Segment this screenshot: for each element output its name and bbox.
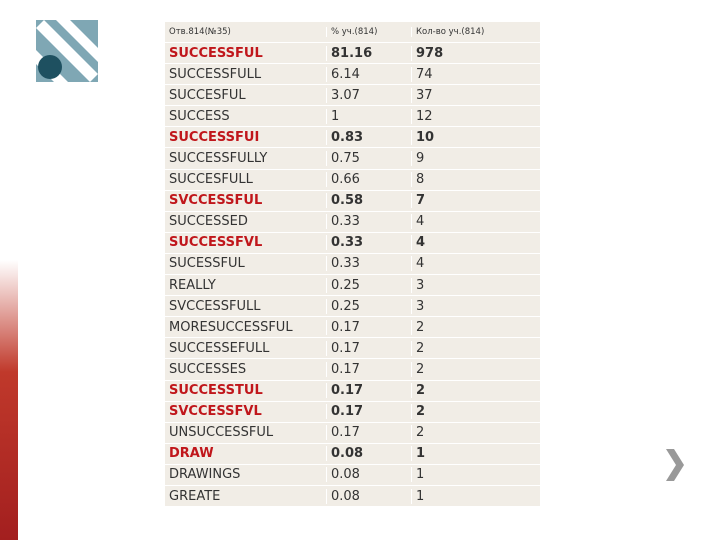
- cell: SUCCESSFUI: [165, 129, 327, 145]
- cell: 37: [416, 87, 433, 103]
- table-row: SVCCESSFVL 0.17 2: [165, 402, 540, 423]
- cell: SUCESSFUL: [165, 256, 327, 272]
- cell: SUCCESFUL: [165, 87, 327, 103]
- cell: 2: [416, 425, 425, 441]
- cell: 0.08: [327, 467, 412, 483]
- cell: 0.17: [327, 383, 412, 399]
- table-row: SVCCESSFUL 0.58 7: [165, 191, 540, 212]
- table-row: REALLY 0.25 3: [165, 275, 540, 297]
- cell: SUCCESSFUL: [165, 45, 327, 61]
- cell: 0.83: [327, 129, 412, 145]
- table-row: SVCCESSFULL 0.25 3: [165, 296, 540, 318]
- cell: 0.33: [327, 235, 412, 251]
- table-row: SUCCESS 1 12: [165, 106, 540, 128]
- cell: 1: [416, 467, 425, 483]
- cell: SUCCESSTUL: [165, 383, 327, 399]
- cell: 6.14: [327, 66, 412, 82]
- cell: 74: [416, 66, 433, 82]
- cell: Кол-во уч.(814): [416, 27, 485, 37]
- table-row: MORESUCCESSFUL 0.17 2: [165, 317, 540, 339]
- cell: 9: [416, 151, 425, 167]
- cell: 978: [416, 45, 444, 61]
- table-row: SUCCESSEFULL 0.17 2: [165, 338, 540, 360]
- cell: 81.16: [327, 45, 412, 61]
- table-row: SUCCESSFULLY 0.75 9: [165, 148, 540, 170]
- cell: 0.58: [327, 193, 412, 209]
- cell: SUCCESFULL: [165, 172, 327, 188]
- table-row: SUCCESSED 0.33 4: [165, 212, 540, 233]
- table-row: SUCCESFULL 0.66 8: [165, 170, 540, 191]
- cell: GREATE: [165, 488, 327, 504]
- table-row: SUCCESFUL 3.07 37: [165, 85, 540, 107]
- cell: 2: [416, 383, 426, 399]
- cell: 0.75: [327, 151, 412, 167]
- cell: DRAW: [165, 446, 327, 462]
- table-row: SUCCESSFUL 81.16 978: [165, 43, 540, 65]
- cell: 0.17: [327, 404, 412, 420]
- cell: SUCCESSFULL: [165, 66, 327, 82]
- cell: 0.25: [327, 298, 412, 314]
- cell: 3: [416, 277, 425, 293]
- cell: 1: [416, 446, 426, 462]
- cell: SVCCESSFVL: [165, 404, 327, 420]
- cell: 4: [416, 235, 426, 251]
- left-bar: [0, 260, 18, 540]
- table-row: SUCCESSTUL 0.17 2: [165, 381, 540, 402]
- cell: Отв.814(№35): [165, 27, 327, 37]
- cell: % уч.(814): [327, 27, 412, 37]
- cell: UNSUCCESSFUL: [165, 425, 327, 441]
- cell: 3.07: [327, 87, 412, 103]
- cell: REALLY: [165, 277, 327, 293]
- cell: 8: [416, 172, 425, 188]
- cell: 0.25: [327, 277, 412, 293]
- cell: 7: [416, 193, 426, 209]
- table-row: SUCCESSFVL 0.33 4: [165, 233, 540, 254]
- cell: 1: [416, 488, 425, 504]
- table-row: DRAWINGS 0.08 1: [165, 465, 540, 486]
- table-row: SUCCESSFULL 6.14 74: [165, 64, 540, 86]
- cell: SUCCESS: [165, 108, 327, 124]
- cell: 12: [416, 108, 433, 124]
- cell: 0.17: [327, 340, 412, 356]
- header-row: Отв.814(№35)% уч.(814) Кол-во уч.(814): [165, 22, 540, 43]
- cell: MORESUCCESSFUL: [165, 319, 327, 335]
- cell: SUCCESSFVL: [165, 235, 327, 251]
- table: Отв.814(№35)% уч.(814) Кол-во уч.(814) SUC…: [165, 22, 540, 508]
- cell: SUCCESSEFULL: [165, 340, 327, 356]
- table-row: UNSUCCESSFUL 0.17 2: [165, 423, 540, 444]
- table-row: SUCESSFUL 0.33 4: [165, 254, 540, 276]
- logo: [36, 20, 98, 82]
- cell: 0.17: [327, 361, 412, 377]
- table-row: SUCCESSFUI 0.83 10: [165, 127, 540, 149]
- cell: 0.17: [327, 425, 412, 441]
- cell: 0.08: [327, 446, 412, 462]
- table-row: SUCCESSES 0.17 2: [165, 359, 540, 381]
- cell: SVCCESSFUL: [165, 193, 327, 209]
- cell: 3: [416, 298, 425, 314]
- next-arrow[interactable]: [664, 445, 688, 485]
- cell: 4: [416, 256, 425, 272]
- cell: 2: [416, 319, 425, 335]
- cell: 2: [416, 361, 425, 377]
- cell: SUCCESSED: [165, 214, 327, 230]
- cell: SUCCESSES: [165, 361, 327, 377]
- cell: 0.08: [327, 488, 412, 504]
- cell: 1: [327, 108, 412, 124]
- table-row: GREATE 0.08 1: [165, 486, 540, 508]
- cell: 0.66: [327, 172, 412, 188]
- cell: 0.17: [327, 319, 412, 335]
- cell: 4: [416, 214, 425, 230]
- cell: 0.33: [327, 256, 412, 272]
- cell: DRAWINGS: [165, 467, 327, 483]
- cell: 2: [416, 340, 425, 356]
- cell: 10: [416, 129, 435, 145]
- cell: 2: [416, 404, 426, 420]
- cell: SVCCESSFULL: [165, 298, 327, 314]
- cell: SUCCESSFULLY: [165, 151, 327, 167]
- cell: 0.33: [327, 214, 412, 230]
- table-row: DRAW 0.08 1: [165, 444, 540, 465]
